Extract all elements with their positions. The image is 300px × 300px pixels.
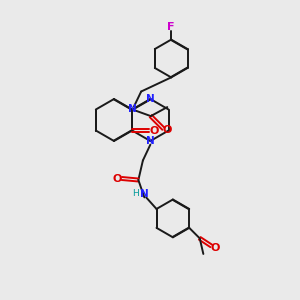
Text: O: O [211,243,220,253]
Text: N: N [146,94,155,104]
Text: O: O [163,125,172,135]
Text: H: H [133,189,139,198]
Text: F: F [167,22,175,32]
Text: N: N [128,104,136,115]
Text: N: N [146,136,155,146]
Text: O: O [149,125,159,136]
Text: O: O [112,173,122,184]
Text: N: N [140,189,149,199]
